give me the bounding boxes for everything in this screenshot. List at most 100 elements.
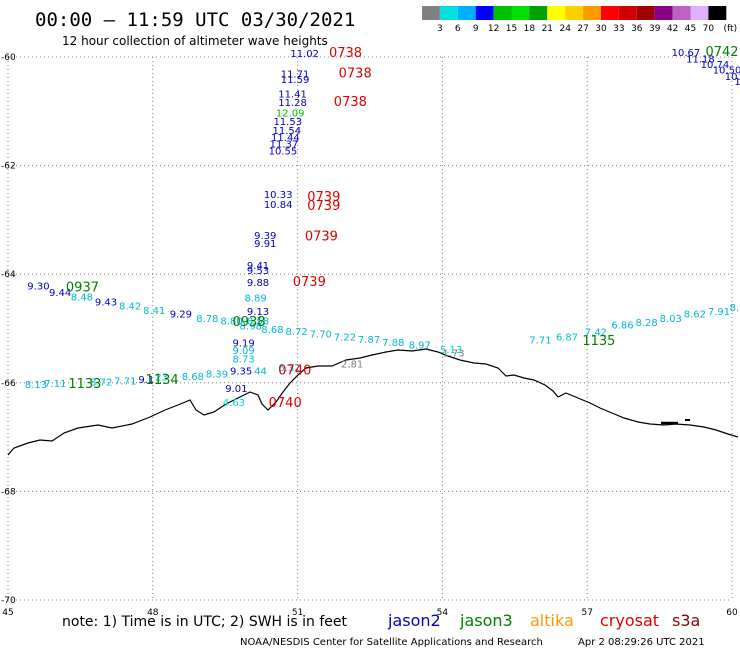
- wave-height-value: 9.1: [138, 375, 154, 386]
- pass-time-label: 0739: [307, 199, 340, 214]
- latitude-tick-label: -60: [1, 53, 16, 63]
- color-scale-label: 39: [649, 24, 661, 34]
- color-scale-label: 27: [577, 24, 588, 34]
- pass-time-label: 0739: [307, 190, 340, 205]
- wave-height-value: 10.84: [264, 200, 293, 211]
- pass-time-label: 1134: [146, 373, 179, 388]
- wave-height-value: 9.01: [225, 384, 247, 395]
- units-note: note: 1) Time is in UTC; 2) SWH is in fe…: [62, 614, 348, 630]
- wave-height-value: 11.71: [281, 70, 310, 81]
- color-scale-label: 36: [631, 24, 643, 34]
- wave-height-value: 8.48: [71, 292, 93, 303]
- wave-height-value: 8.78: [196, 314, 218, 325]
- longitude-tick-label: 48: [147, 608, 159, 618]
- wave-height-value: 10.74: [701, 60, 730, 71]
- wave-height-value: 9.44: [49, 288, 71, 299]
- color-scale-label: 12: [488, 24, 499, 34]
- pass-time-label: 0740: [278, 364, 311, 379]
- coastline-path: [7, 348, 739, 456]
- wave-height-value: 11.28: [278, 98, 307, 109]
- pass-time-label: 0739: [305, 230, 338, 245]
- color-swatch: [439, 6, 458, 20]
- latitude-tick-label: -68: [1, 487, 16, 497]
- wave-height-value: 8.72: [286, 327, 308, 338]
- wave-height-value: 8.41: [143, 306, 165, 317]
- color-scale-label: 42: [667, 24, 678, 34]
- wave-height-value: 9.88: [247, 278, 269, 289]
- wave-height-value: 9.91: [254, 239, 276, 250]
- color-swatch: [565, 6, 584, 20]
- color-scale-label: 3: [437, 24, 443, 34]
- wave-height-value: 9.35: [230, 367, 252, 378]
- wave-height-value: 8.28: [635, 318, 657, 329]
- satellite-legend: jason2 jason3 altika cryosat s3a: [387, 611, 700, 630]
- wave-height-value: 8.97: [409, 341, 431, 352]
- pass-time-label: 0738: [334, 95, 367, 110]
- wave-height-value: 4.63: [223, 398, 245, 409]
- wave-height-value: 8.89: [245, 293, 267, 304]
- color-swatch: [457, 6, 476, 20]
- color-swatch: [654, 6, 673, 20]
- wave-height-value: 6.86: [611, 321, 633, 332]
- wave-height-value: 7.71: [529, 336, 551, 347]
- color-scale-unit: (ft): [724, 24, 738, 34]
- color-scale-label: 15: [506, 24, 517, 34]
- wave-height-value: 6.32: [278, 363, 300, 374]
- antarctic-coastline: [7, 348, 739, 456]
- pass-time-label: 0738: [329, 46, 362, 61]
- color-scale-label: 18: [524, 24, 536, 34]
- wave-height-value: 8.68: [182, 372, 204, 383]
- wave-height-value: 11.59: [281, 75, 310, 86]
- color-scale-label: 9: [473, 24, 479, 34]
- wave-height-value: 9.43: [95, 298, 117, 309]
- wave-height-value: 11.37: [270, 140, 299, 151]
- legend-jason2: jason2: [387, 611, 441, 630]
- map-title: 00:00 – 11:59 UTC 03/30/2021: [35, 9, 355, 31]
- wave-height-value: 8.73: [232, 355, 254, 366]
- longitude-tick-label: 54: [437, 608, 449, 618]
- color-swatch: [618, 6, 637, 20]
- wave-height-value: 7.87: [358, 335, 380, 346]
- latitude-tick-label: -66: [1, 379, 16, 389]
- legend-jason3: jason3: [459, 611, 513, 630]
- wave-height-value: 10.67: [672, 48, 701, 59]
- wave-height-value: 7.11: [44, 379, 66, 390]
- wave-height-value: 10.56: [734, 77, 740, 88]
- color-scale-label: 24: [559, 24, 571, 34]
- wave-height-value: 7.22: [334, 332, 356, 343]
- color-swatch: [529, 6, 548, 20]
- wave-height-value: 9.39: [254, 231, 276, 242]
- color-swatch: [547, 6, 566, 20]
- pass-time-labels: 0738073807380739073907390739093709380740…: [66, 45, 739, 411]
- color-swatch: [422, 6, 440, 20]
- wave-height-value: 44: [254, 367, 267, 378]
- wave-height-value: 8.62: [684, 310, 706, 321]
- wave-height-value: 8.72: [90, 378, 112, 389]
- wave-height-value: 7.91: [708, 307, 730, 318]
- legend-cryosat: cryosat: [600, 611, 659, 630]
- color-scale-label: 70: [703, 24, 715, 34]
- wave-height-value: 8.42: [119, 301, 141, 312]
- wave-height-value: 10.55: [269, 147, 298, 158]
- wave-height-value: 7.88: [382, 338, 404, 349]
- color-swatch: [475, 6, 494, 20]
- wave-height-value: 9.41: [247, 261, 269, 272]
- generated-timestamp: Apr 2 08:29:26 UTC 2021: [578, 637, 705, 648]
- legend-altika: altika: [530, 611, 574, 630]
- wave-height-value: 8.80: [220, 317, 242, 328]
- wave-height-value: 8.58: [247, 317, 269, 328]
- wave-height-value: 2.81: [341, 360, 363, 371]
- wave-height-value: 11.41: [278, 90, 307, 101]
- wave-height-value: 9.53: [247, 266, 269, 277]
- color-scale-label: 6: [455, 24, 461, 34]
- color-swatch: [493, 6, 512, 20]
- color-swatch: [636, 6, 655, 20]
- color-scale-label: 45: [685, 24, 696, 34]
- color-swatch: [583, 6, 601, 20]
- pass-time-label: 0938: [232, 315, 265, 330]
- lat-lon-grid: 45 48 51 54 57 60 -60 -62 -64 -66 -68 -70: [1, 53, 738, 618]
- wave-height-value: 11.44: [271, 133, 300, 144]
- pass-time-label: 1135: [582, 334, 615, 349]
